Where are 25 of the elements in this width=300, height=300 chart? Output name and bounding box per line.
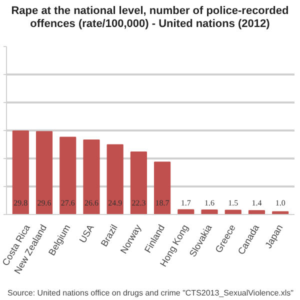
bar <box>178 209 194 214</box>
bar <box>36 131 53 214</box>
data-label: 1.0 <box>275 198 286 208</box>
bar <box>83 140 100 214</box>
data-label: 24.9 <box>108 198 122 208</box>
data-label: 29.6 <box>37 198 52 208</box>
bar <box>201 210 218 214</box>
bar <box>12 130 29 214</box>
source-note: Source: United nations office on drugs and crime "CTS2013_SexualViolence.xls" <box>8 288 294 298</box>
data-label: 1.5 <box>228 198 238 208</box>
data-label: 27.6 <box>60 198 75 208</box>
bar <box>154 162 171 214</box>
bar <box>272 211 289 214</box>
data-label: 26.6 <box>84 198 98 208</box>
bar <box>130 152 147 214</box>
data-label: 1.4 <box>252 198 262 208</box>
bar <box>106 144 124 214</box>
bar <box>248 210 266 214</box>
bar <box>60 136 76 214</box>
data-label: 29.8 <box>14 198 28 208</box>
data-label: 1.7 <box>180 198 191 208</box>
data-label: 18.7 <box>155 198 170 208</box>
chart-title: Rape at the national level, number of police-recorded offences (rate/100,000) - United nations (2012) <box>10 5 290 32</box>
data-label: 1.6 <box>204 198 215 208</box>
data-label: 22.3 <box>132 198 146 208</box>
